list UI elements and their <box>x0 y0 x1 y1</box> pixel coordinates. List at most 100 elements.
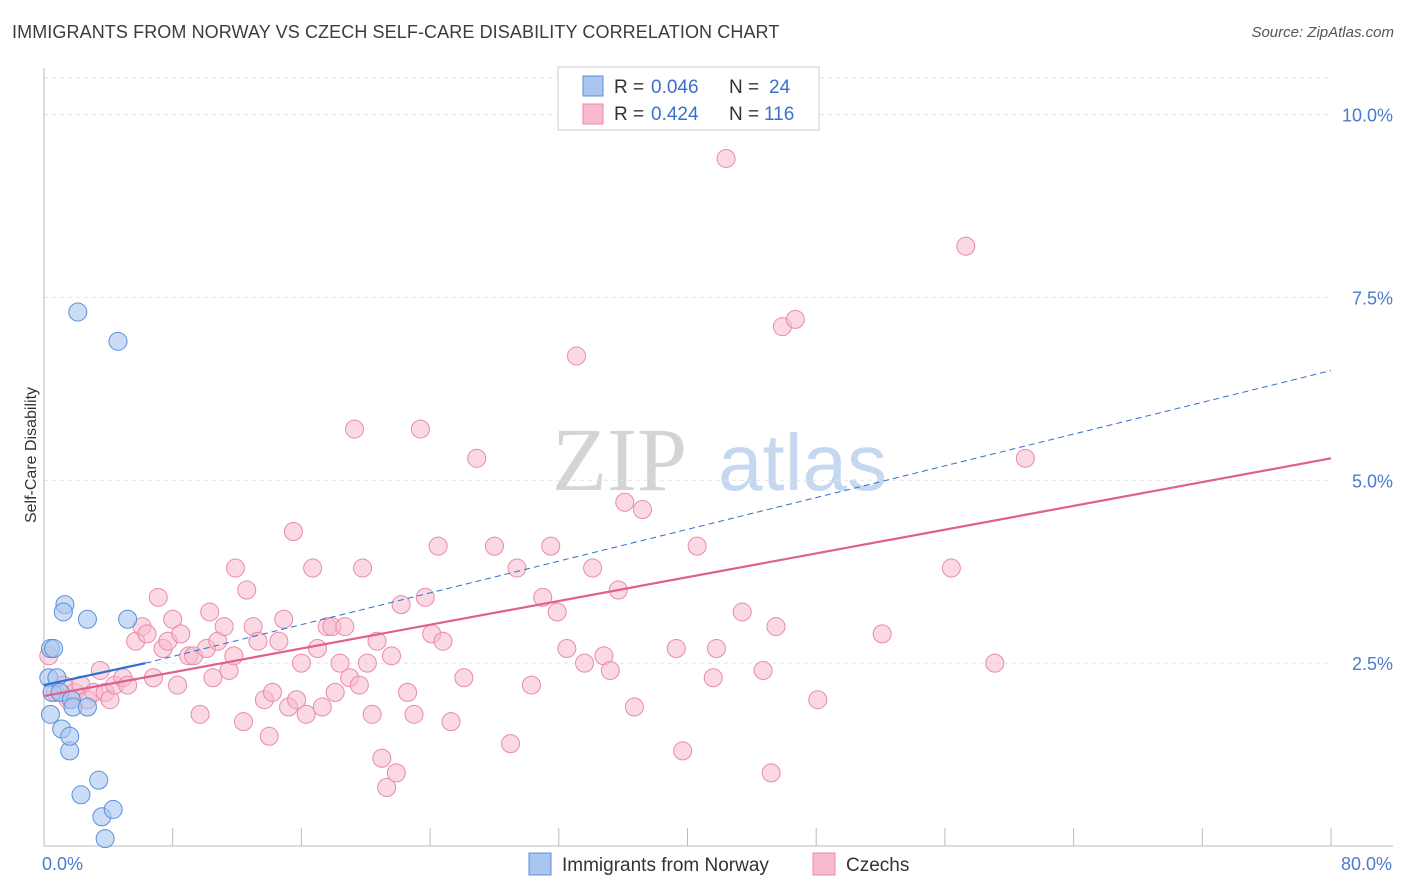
czech-point-65 <box>377 777 397 797</box>
czech-point-112 <box>985 653 1005 673</box>
czech-point-101 <box>716 148 736 168</box>
czech-point-93 <box>615 492 635 512</box>
norway-point-21 <box>103 799 123 819</box>
norway-point-11 <box>40 704 60 724</box>
czech-point-35 <box>233 712 253 732</box>
czech-point-75 <box>433 631 453 651</box>
czech-point-95 <box>632 500 652 520</box>
czech-point-16 <box>137 624 157 644</box>
czech-point-89 <box>583 558 603 578</box>
czech-point-94 <box>624 697 644 717</box>
czech-point-88 <box>575 653 595 673</box>
x-ticks <box>43 828 1332 846</box>
x-tick-label-max: 80.0% <box>1341 854 1392 874</box>
y-tick-label-2: 7.5% <box>1352 288 1393 308</box>
correlation-legend: R = 0.046 N = 24 R = 0.424 N = 116 <box>557 66 820 131</box>
legend-swatch-norway <box>582 75 604 97</box>
czech-point-96 <box>666 639 686 659</box>
czech-point-104 <box>761 763 781 783</box>
czech-point-97 <box>673 741 693 761</box>
y-tick-labels: 2.5% 5.0% 7.5% 10.0% <box>1342 106 1393 675</box>
czech-point-42 <box>269 631 289 651</box>
bottom-legend-swatch-norway <box>528 852 552 876</box>
czech-point-99 <box>703 668 723 688</box>
czech-point-69 <box>398 682 418 702</box>
czech-point-111 <box>956 236 976 256</box>
czech-point-41 <box>262 682 282 702</box>
czech-point-77 <box>454 668 474 688</box>
norway-point-7 <box>77 609 97 629</box>
czech-point-110 <box>941 558 961 578</box>
czech-point-31 <box>214 617 234 637</box>
czech-point-82 <box>521 675 541 695</box>
czech-point-100 <box>706 639 726 659</box>
czech-point-61 <box>357 653 377 673</box>
czech-point-47 <box>291 653 311 673</box>
legend-n-label-norway: N = <box>729 77 759 98</box>
czech-point-67 <box>386 763 406 783</box>
legend-swatch-czech <box>582 103 604 125</box>
norway-point-10 <box>108 331 128 351</box>
czech-point-36 <box>237 580 257 600</box>
czech-point-43 <box>274 609 294 629</box>
czech-point-81 <box>507 558 527 578</box>
czech-point-59 <box>349 675 369 695</box>
norway-point-9 <box>68 302 88 322</box>
czech-point-74 <box>428 536 448 556</box>
czech-point-66 <box>381 646 401 666</box>
norway-point-18 <box>89 770 109 790</box>
czech-point-38 <box>248 631 268 651</box>
czech-point-40 <box>259 726 279 746</box>
czech-point-72 <box>415 587 435 607</box>
czech-point-51 <box>312 697 332 717</box>
czech-point-84 <box>541 536 561 556</box>
czech-point-22 <box>168 675 188 695</box>
legend-r-label-norway: R = <box>614 77 644 98</box>
legend-r-value-czech: 0.424 <box>651 104 699 125</box>
czech-point-91 <box>600 660 620 680</box>
legend-r-label-czech: R = <box>614 104 644 125</box>
czech-point-102 <box>732 602 752 622</box>
czech-point-21 <box>163 609 183 629</box>
czech-point-26 <box>190 704 210 724</box>
czech-point-45 <box>283 521 303 541</box>
czech-point-29 <box>203 668 223 688</box>
norway-point-22 <box>95 829 115 849</box>
watermark-atlas: atlas <box>718 418 887 507</box>
czech-point-78 <box>467 448 487 468</box>
y-axis-label: Self-Care Disability <box>23 387 40 523</box>
bottom-legend-label-norway: Immigrants from Norway <box>562 855 769 876</box>
czech-point-48 <box>296 704 316 724</box>
czech-point-79 <box>484 536 504 556</box>
czech-point-46 <box>287 690 307 710</box>
norway-trend-line-solid <box>43 662 146 687</box>
czech-point-71 <box>410 419 430 439</box>
czech-point-50 <box>307 639 327 659</box>
norway-point-14 <box>60 726 80 746</box>
norway-point-17 <box>77 697 97 717</box>
czech-point-54 <box>325 682 345 702</box>
watermark: ZIP atlas <box>552 411 887 510</box>
czech-point-113 <box>1015 448 1035 468</box>
legend-n-label-czech: N = <box>729 104 759 125</box>
czech-point-85 <box>547 602 567 622</box>
czech-point-58 <box>344 419 364 439</box>
czech-point-87 <box>566 346 586 366</box>
czech-point-23 <box>171 624 191 644</box>
czech-point-56 <box>335 617 355 637</box>
norway-point-8 <box>118 609 138 629</box>
czech-point-107 <box>785 309 805 329</box>
x-tick-label-min: 0.0% <box>42 854 83 874</box>
czech-point-64 <box>372 748 392 768</box>
czech-point-28 <box>200 602 220 622</box>
norway-point-19 <box>71 785 91 805</box>
trend-lines <box>43 370 1332 698</box>
chart-title: IMMIGRANTS FROM NORWAY VS CZECH SELF-CAR… <box>12 22 780 42</box>
czech-point-62 <box>362 704 382 724</box>
czech-point-49 <box>303 558 323 578</box>
czech-point-55 <box>330 653 350 673</box>
czech-point-18 <box>148 587 168 607</box>
source-credit: Source: ZipAtlas.com <box>1251 24 1394 41</box>
czech-point-34 <box>225 558 245 578</box>
